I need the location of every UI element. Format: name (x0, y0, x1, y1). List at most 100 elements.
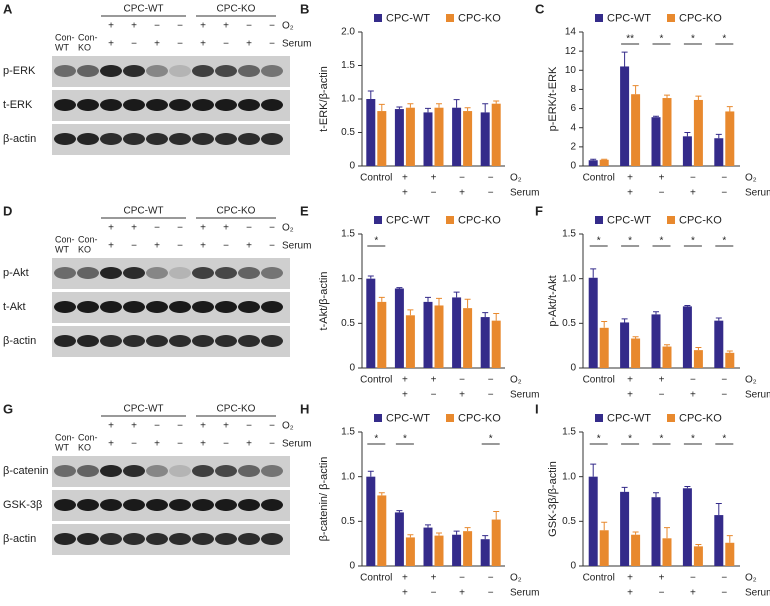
blot-band (192, 335, 214, 347)
o2-sign: + (131, 223, 137, 234)
blot-band (146, 267, 168, 279)
bar (620, 491, 630, 566)
y-tick-label: 0 (570, 561, 576, 572)
bar (423, 112, 433, 166)
error-bar (590, 268, 597, 278)
o2-sign: + (659, 573, 665, 584)
o2-sign: + (402, 173, 408, 184)
legend-swatch (446, 14, 454, 22)
error-bar (695, 95, 702, 100)
blot-band (100, 267, 122, 279)
error-bar (425, 296, 431, 302)
o2-sign: + (223, 421, 229, 432)
o2-sign: − (177, 421, 183, 432)
panel-label: A (3, 1, 13, 16)
serum-label: Serum (282, 39, 311, 50)
error-bar (715, 502, 722, 516)
o2-sign: − (154, 421, 160, 432)
serum-sign: − (721, 390, 727, 401)
serum-sign: + (154, 241, 160, 252)
y-tick-label: 1.5 (341, 60, 355, 71)
y-tick-label: 10 (565, 65, 577, 76)
serum-sign: − (177, 241, 183, 252)
bar (662, 346, 672, 368)
serum-sign: + (154, 39, 160, 50)
o2-sign: + (131, 421, 137, 432)
serum-sign: − (177, 39, 183, 50)
y-tick-label: 4 (570, 122, 576, 133)
error-bar (684, 304, 691, 307)
control-lane-label: Con- (78, 32, 98, 42)
serum-sign: − (659, 390, 665, 401)
x-tick-label: Control (360, 573, 392, 584)
o2-sign: + (108, 421, 114, 432)
serum-sign: − (431, 588, 437, 599)
error-bar (407, 103, 414, 108)
blot-band (123, 465, 145, 477)
blot-band (123, 499, 145, 511)
control-lane-label: Con- (78, 432, 98, 442)
bar (463, 111, 473, 166)
bar (480, 112, 490, 166)
panel-label: G (3, 401, 13, 416)
o2-sign: − (246, 223, 252, 234)
serum-sign: + (627, 588, 633, 599)
error-bar (601, 521, 608, 531)
error-bar (367, 275, 374, 279)
bar (631, 94, 641, 166)
blot-band (54, 65, 76, 77)
bar (394, 512, 404, 566)
blot-band (77, 99, 99, 111)
blot-band (192, 65, 214, 77)
serum-label: Serum (510, 390, 539, 401)
significance-mark: * (403, 434, 407, 445)
blot-band (169, 533, 191, 545)
blot-band (77, 65, 99, 77)
error-bar (436, 103, 442, 108)
legend-swatch (595, 216, 603, 224)
blot-band (238, 99, 260, 111)
legend-swatch (374, 14, 382, 22)
bar (662, 538, 672, 566)
bar (480, 317, 490, 368)
error-bar (464, 107, 471, 112)
legend-label: CPC-WT (386, 12, 430, 24)
blot-band (192, 465, 214, 477)
o2-sign: − (690, 173, 696, 184)
blot-band (215, 65, 237, 77)
bar (434, 107, 444, 166)
x-tick-label: Control (583, 173, 615, 184)
blot-band (192, 499, 214, 511)
panel-label: I (535, 401, 539, 416)
bar (480, 539, 490, 566)
blot-band (77, 301, 99, 313)
bar (491, 320, 501, 368)
bar (394, 109, 404, 166)
bar (693, 350, 703, 368)
blot-band (54, 99, 76, 111)
x-tick-label: Control (360, 375, 392, 386)
significance-mark: * (374, 434, 378, 445)
error-bar (715, 133, 722, 139)
blot-band (215, 465, 237, 477)
blot-band (215, 267, 237, 279)
panel-label: H (300, 401, 309, 416)
serum-sign: + (246, 439, 252, 450)
bar (620, 322, 630, 368)
error-bar (407, 534, 414, 538)
bar (714, 138, 724, 166)
y-tick-label: 12 (565, 46, 577, 57)
bar (366, 99, 376, 166)
error-bar (632, 531, 639, 535)
blot-band (192, 99, 214, 111)
blot-band (215, 133, 237, 145)
legend-swatch (446, 216, 454, 224)
serum-sign: + (459, 390, 465, 401)
bar (662, 98, 672, 166)
o2-sign: + (402, 573, 408, 584)
o2-label: O₂ (282, 21, 294, 32)
blot-band (123, 267, 145, 279)
o2-sign: − (269, 21, 275, 32)
significance-mark: * (722, 236, 726, 247)
